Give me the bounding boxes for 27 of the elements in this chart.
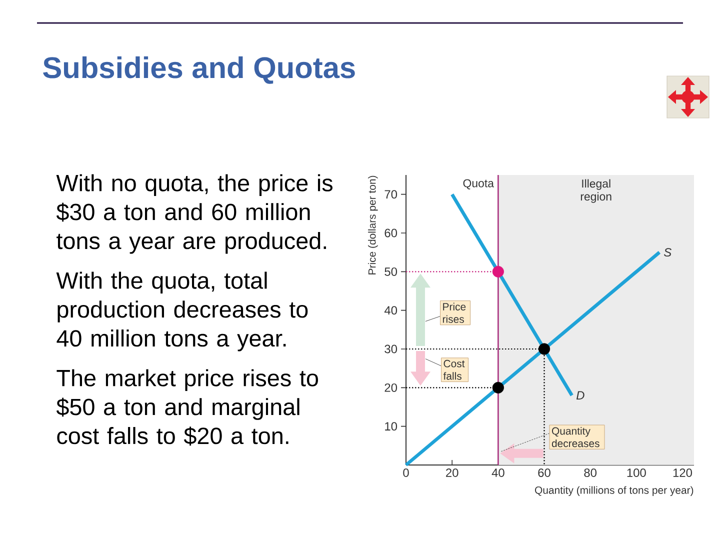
y-tick-label: 30 <box>384 344 398 354</box>
x-tick-label: 80 <box>584 468 597 477</box>
annotation: Price rises <box>442 302 466 323</box>
text: With no quota, the price is $30 a ton and 60 million tons a year are produced. <box>56 174 332 254</box>
y-axis-title: Price (dollars per ton) <box>368 176 378 274</box>
ref-line-label: Quota <box>463 179 494 190</box>
text: With the quota, total production decreases to 40 million tons a year. <box>56 272 308 352</box>
x-tick-label: 0 <box>403 468 409 477</box>
chart-title: Subsidies and Quotas <box>43 56 355 84</box>
x-tick-label: 60 <box>538 468 550 477</box>
band-label: Illegal region <box>580 179 612 203</box>
x-tick-label: 100 <box>627 468 646 477</box>
y-tick-label: 40 <box>384 306 398 315</box>
y-tick-label: 10 <box>385 422 398 431</box>
annotation: Cost falls <box>443 360 465 380</box>
y-tick-label: 20 <box>384 383 398 392</box>
x-tick-label: 20 <box>446 468 458 477</box>
y-tick-label: 50 <box>384 267 398 276</box>
annotation: Quantity decreases <box>552 427 600 448</box>
text: The market price rises to $50 a ton and marginal cost falls to $20 a ton. <box>56 369 318 446</box>
y-tick-label: 70 <box>384 190 398 199</box>
y-tick-label: 60 <box>384 228 398 238</box>
x-axis-title: Quantity (millions of tons per year) <box>535 486 694 496</box>
series-label: D <box>576 391 584 400</box>
x-tick-label: 40 <box>492 468 504 477</box>
x-tick-label: 120 <box>673 468 692 477</box>
series-label: S <box>664 248 672 257</box>
